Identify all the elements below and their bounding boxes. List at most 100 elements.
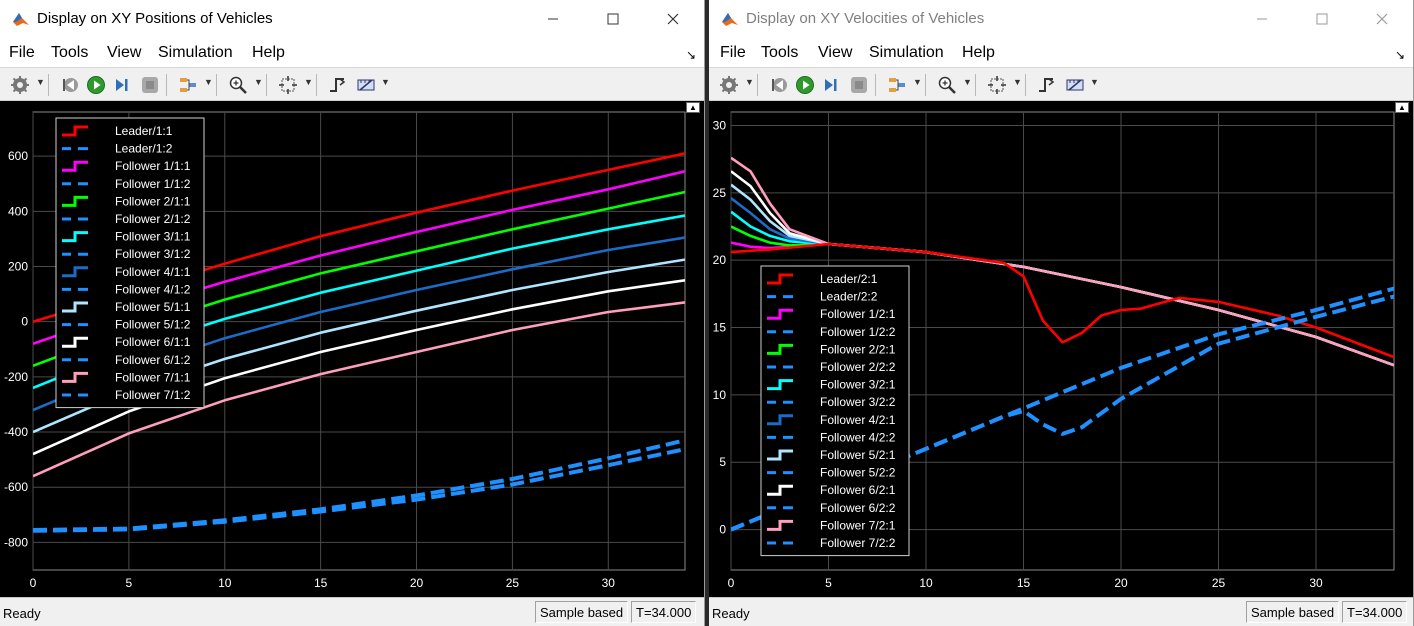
legend-label: Follower 1/1:1 (115, 159, 191, 173)
fit-axes-button[interactable] (985, 73, 1009, 97)
undock-button[interactable]: ▲ (1395, 102, 1409, 113)
y-tick-label: 20 (713, 253, 727, 267)
menu-simulation[interactable]: Simulation (869, 44, 944, 61)
series-line (731, 294, 1394, 532)
x-tick-label: 0 (30, 576, 37, 590)
legend-label: Follower 3/1:2 (115, 247, 191, 261)
legend-swatch (767, 484, 793, 496)
dropdown-arrow-icon[interactable]: ▼ (963, 77, 972, 87)
menu-simulation[interactable]: Simulation (158, 44, 233, 61)
menu-help[interactable]: Help (962, 44, 995, 61)
cursor-measure-button[interactable] (1063, 73, 1087, 97)
step-back-icon (769, 75, 789, 95)
step-back-button[interactable] (767, 73, 791, 97)
x-tick-label: 30 (602, 576, 616, 590)
legend-label: Leader/1:2 (115, 142, 173, 156)
zoom-in-button[interactable] (935, 73, 959, 97)
legend-label: Follower 1/2:2 (820, 325, 896, 339)
title-bar[interactable]: Display on XY Velocities of Vehicles (709, 0, 1413, 38)
dropdown-arrow-icon[interactable]: ▼ (381, 77, 390, 87)
legend-label: Follower 6/1:2 (115, 353, 191, 367)
menu-file[interactable]: File (9, 44, 35, 61)
sample-mode: Sample based (535, 601, 629, 623)
dropdown-arrow-icon[interactable]: ▼ (254, 77, 263, 87)
highlight-button[interactable] (176, 73, 200, 97)
legend-swatch (767, 449, 793, 461)
velocities-chart[interactable]: 0 5 10 15 20 25 30051015202530Leader/2:1Leader… (709, 101, 1414, 597)
stop-button[interactable] (847, 73, 871, 97)
toolbar-separator (216, 74, 217, 96)
toolbar-separator (166, 74, 167, 96)
menu-dock-arrow-icon[interactable]: ↘ (685, 48, 696, 62)
status-ready: Ready (712, 606, 750, 621)
legend-label: Follower 4/1:1 (115, 265, 191, 279)
legend: Leader/1:1 Leader/1:2 Follower 1/1:1 Follow… (55, 117, 205, 409)
step-forward-button[interactable] (819, 73, 843, 97)
dropdown-arrow-icon[interactable]: ▼ (1090, 77, 1099, 87)
series-line (33, 447, 685, 533)
stop-button[interactable] (138, 73, 162, 97)
dropdown-arrow-icon[interactable]: ▼ (36, 77, 45, 87)
fit-axes-icon (987, 75, 1007, 95)
highlight-button[interactable] (885, 73, 909, 97)
legend-label: Follower 2/1:2 (115, 212, 191, 226)
fit-axes-button[interactable] (276, 73, 300, 97)
minimize-button[interactable] (530, 0, 576, 38)
dropdown-arrow-icon[interactable]: ▼ (304, 77, 313, 87)
minimize-button[interactable] (1239, 0, 1285, 38)
menu-help[interactable]: Help (252, 44, 285, 61)
menu-dock-arrow-icon[interactable]: ↘ (1394, 48, 1405, 62)
step-back-button[interactable] (58, 73, 82, 97)
highlight-icon (178, 75, 198, 95)
close-button[interactable] (650, 0, 696, 38)
run-button[interactable] (793, 73, 817, 97)
dropdown-arrow-icon[interactable]: ▼ (1013, 77, 1022, 87)
cursor-measure-button[interactable] (354, 73, 378, 97)
maximize-button[interactable] (1299, 0, 1345, 38)
toolbar-separator (925, 74, 926, 96)
dropdown-arrow-icon[interactable]: ▼ (913, 77, 922, 87)
step-forward-button[interactable] (110, 73, 134, 97)
menu-view[interactable]: View (107, 44, 142, 61)
triggers-button[interactable] (1035, 73, 1059, 97)
legend-swatch (62, 195, 88, 207)
maximize-icon (607, 13, 619, 25)
legend-label: Follower 4/1:2 (115, 282, 191, 296)
run-button[interactable] (84, 73, 108, 97)
scope-display: 0 5 10 15 20 25 30 -800 -600 -400 -200 0 200 400 600 Le… (0, 101, 704, 597)
series-line (731, 242, 1394, 359)
step-forward-icon (112, 75, 132, 95)
legend-label: Follower 3/2:1 (820, 378, 896, 392)
triggers-button[interactable] (326, 73, 350, 97)
menu-tools[interactable]: Tools (51, 44, 89, 61)
menu-file[interactable]: File (720, 44, 746, 61)
maximize-button[interactable] (590, 0, 636, 38)
title-bar[interactable]: Display on XY Positions of Vehicles (0, 0, 704, 38)
legend-swatch (62, 266, 88, 278)
dropdown-arrow-icon[interactable]: ▼ (745, 77, 754, 87)
undock-button[interactable]: ▲ (686, 102, 700, 113)
dropdown-arrow-icon[interactable]: ▼ (204, 77, 213, 87)
legend-label: Follower 2/1:1 (115, 194, 191, 208)
menu-tools[interactable]: Tools (761, 44, 799, 61)
matlab-icon (13, 13, 29, 26)
x-tick-label: 30 (1309, 576, 1323, 590)
x-tick-label: 0 (728, 576, 735, 590)
x-tick-label: 5 (126, 576, 133, 590)
gear-button[interactable] (717, 73, 741, 97)
status-bar: Ready Sample based T=34.000 (709, 597, 1413, 626)
close-icon (1376, 13, 1388, 25)
gear-button[interactable] (8, 73, 32, 97)
legend-label: Follower 5/2:1 (820, 448, 896, 462)
close-button[interactable] (1359, 0, 1405, 38)
x-tick-label: 15 (1017, 576, 1031, 590)
menu-view[interactable]: View (818, 44, 853, 61)
legend-swatch (767, 343, 793, 355)
toolbar-separator (1025, 74, 1026, 96)
y-tick-label: -200 (4, 370, 28, 384)
positions-chart[interactable]: 0 5 10 15 20 25 30 -800 -600 -400 -200 0 200 400 600 Le… (0, 101, 705, 597)
legend-swatch (767, 379, 793, 391)
zoom-in-button[interactable] (226, 73, 250, 97)
legend-label: Follower 6/1:1 (115, 335, 191, 349)
cursor-measure-icon (1065, 75, 1085, 95)
